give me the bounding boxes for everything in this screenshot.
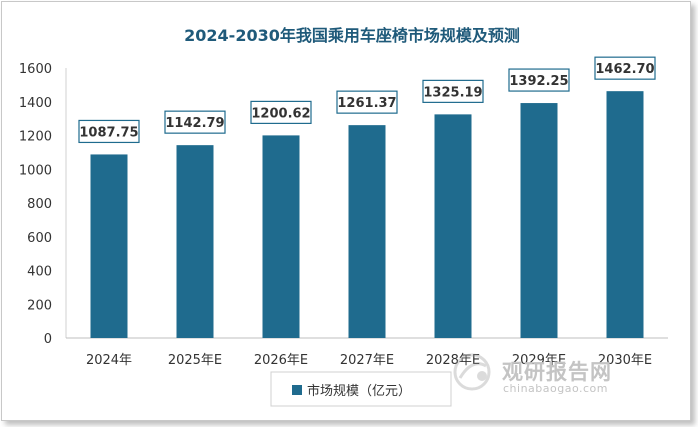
- y-tick-label: 800: [27, 197, 52, 212]
- x-tick-label: 2029年E: [512, 353, 566, 368]
- data-label: 1325.19: [423, 85, 482, 100]
- y-tick-label: 1400: [19, 96, 52, 111]
- y-tick-label: 400: [27, 265, 52, 280]
- x-tick-label: 2026年E: [254, 353, 308, 368]
- data-label-box: [250, 100, 312, 124]
- data-label: 1087.75: [79, 125, 138, 140]
- x-tick-label: 2030年E: [598, 353, 652, 368]
- x-tick-label: 2025年E: [168, 353, 222, 368]
- y-tick-label: 200: [27, 298, 52, 313]
- watermark-logo-icon: [453, 353, 491, 391]
- x-tick-label: 2028年E: [426, 353, 480, 368]
- data-label-box: [336, 90, 398, 114]
- data-label: 1142.79: [165, 116, 224, 131]
- watermark-text: 观研报告网: [502, 360, 612, 384]
- bar: [90, 154, 128, 338]
- bar: [348, 125, 386, 338]
- bar: [606, 91, 644, 338]
- data-label-box: [164, 110, 226, 134]
- data-label: 1200.62: [251, 106, 310, 121]
- bar: [262, 135, 300, 338]
- watermark-url: chinabaogao.com: [503, 382, 608, 395]
- data-label: 1392.25: [509, 74, 568, 89]
- bar: [434, 114, 472, 339]
- data-label: 1261.37: [337, 96, 396, 111]
- bar: [176, 145, 214, 338]
- y-tick-label: 0: [44, 332, 52, 347]
- bar: [520, 103, 558, 338]
- y-tick-label: 600: [27, 231, 52, 246]
- data-label-box: [422, 79, 484, 103]
- data-label: 1462.70: [595, 62, 654, 77]
- y-tick-label: 1000: [19, 163, 52, 178]
- data-label-box: [508, 68, 570, 92]
- chart-title: 2024-2030年我国乘用车座椅市场规模及预测: [184, 26, 520, 45]
- y-tick-label: 1200: [19, 130, 52, 145]
- legend-swatch: [292, 385, 302, 395]
- legend: 市场规模（亿元）: [270, 371, 452, 407]
- data-label-box: [594, 56, 656, 80]
- x-tick-label: 2024年: [86, 353, 132, 368]
- y-tick-label: 1600: [19, 62, 52, 77]
- legend-label: 市场规模（亿元）: [307, 383, 411, 399]
- data-label-box: [78, 119, 140, 144]
- x-tick-label: 2027年E: [340, 353, 394, 368]
